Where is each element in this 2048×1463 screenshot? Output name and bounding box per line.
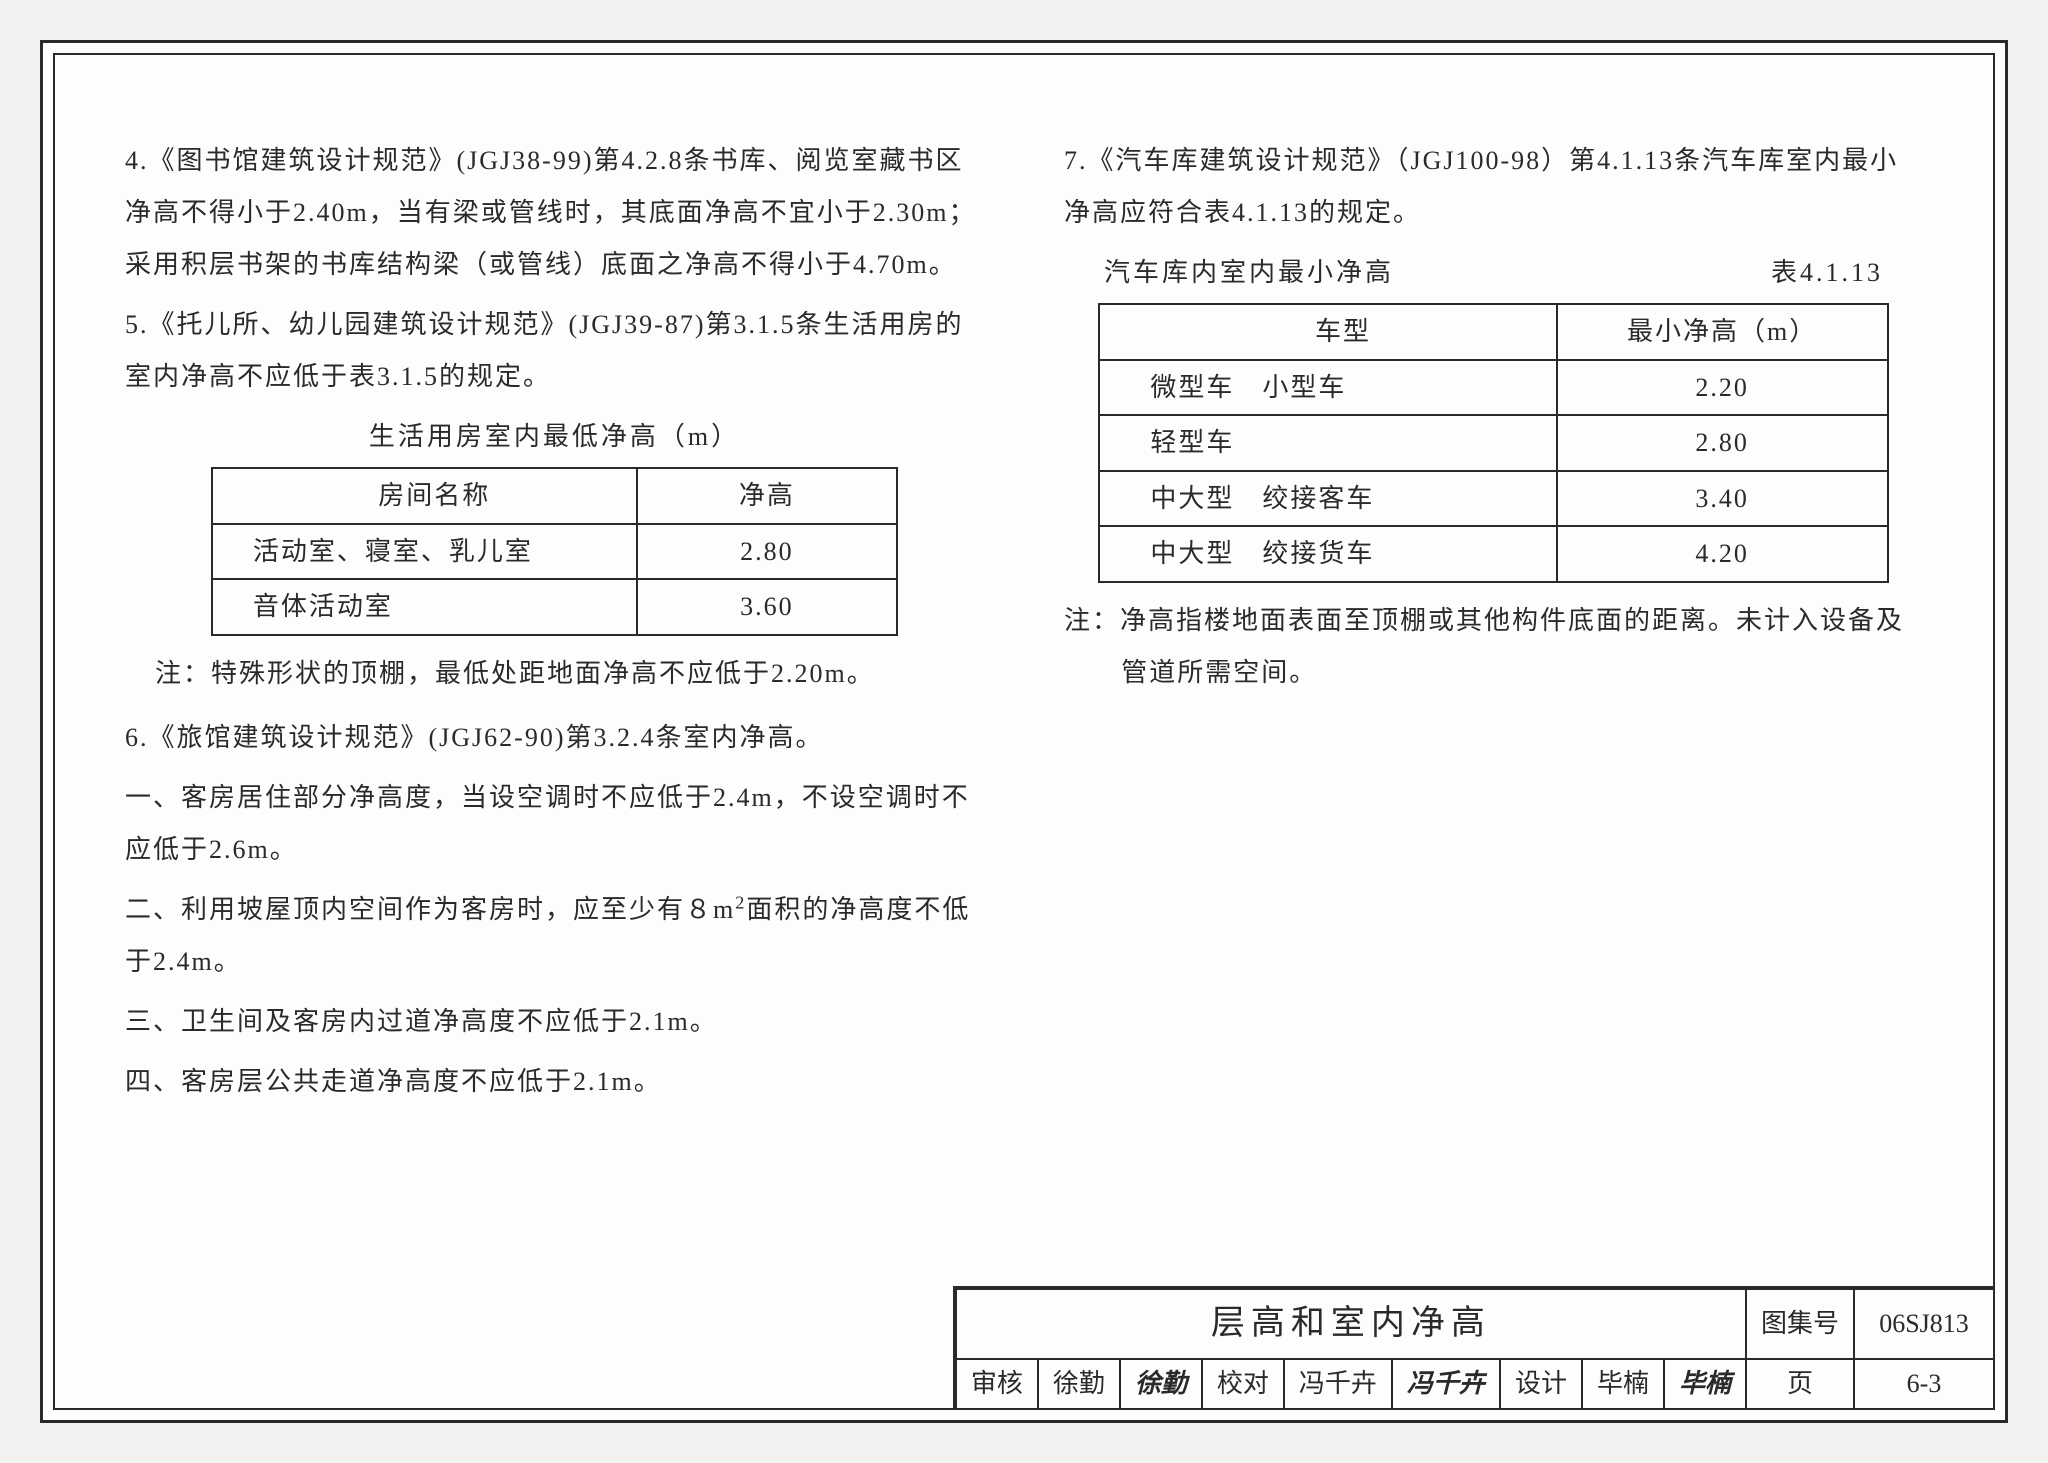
table-row: 层高和室内净高 图集号 06SJ813 xyxy=(956,1289,1994,1359)
table2-cell-h: 4.20 xyxy=(1557,526,1888,582)
table2-cell-type: 中大型 绞接客车 xyxy=(1099,471,1556,527)
table1-title: 生活用房室内最低净高（m） xyxy=(125,411,984,463)
jiaodui-label: 校对 xyxy=(1202,1359,1284,1409)
table-row: 房间名称 净高 xyxy=(212,468,897,524)
outer-frame: 4.《图书馆建筑设计规范》(JGJ38-99)第4.2.8条书库、阅览室藏书区净… xyxy=(40,40,2008,1423)
table2-note: 注：净高指楼地面表面至顶棚或其他构件底面的距离。未计入设备及管道所需空间。 xyxy=(1064,595,1923,699)
shenhe-name: 徐勤 xyxy=(1038,1359,1120,1409)
sheji-label: 设计 xyxy=(1500,1359,1582,1409)
table-row: 车型 最小净高（m） xyxy=(1099,304,1887,360)
sheji-signature: 毕楠 xyxy=(1664,1359,1746,1409)
table2-cell-h: 3.40 xyxy=(1557,471,1888,527)
table2-title-row: 汽车库内室内最小净高 表4.1.13 xyxy=(1104,247,1883,299)
sheji-name: 毕楠 xyxy=(1582,1359,1664,1409)
table-row: 中大型 绞接客车 3.40 xyxy=(1099,471,1887,527)
tujihao-label: 图集号 xyxy=(1746,1289,1854,1359)
table2-head-h: 最小净高（m） xyxy=(1557,304,1888,360)
page-label: 页 xyxy=(1746,1359,1854,1409)
table1-cell-h: 2.80 xyxy=(637,524,897,580)
page-number: 6-3 xyxy=(1854,1359,1994,1409)
right-column: 7.《汽车库建筑设计规范》（JGJ100-98）第4.1.13条汽车库室内最小净… xyxy=(1064,135,1923,1288)
jiaodui-signature: 冯千卉 xyxy=(1392,1359,1500,1409)
table2-cell-type: 轻型车 xyxy=(1099,415,1556,471)
table1-note: 注：特殊形状的顶棚，最低处距地面净高不应低于2.20m。 xyxy=(155,648,984,700)
table2-cell-type: 微型车 小型车 xyxy=(1099,360,1556,416)
table1-cell-name: 活动室、寝室、乳儿室 xyxy=(212,524,637,580)
table-living-room-height: 房间名称 净高 活动室、寝室、乳儿室 2.80 音体活动室 3.60 xyxy=(211,467,898,636)
table-row: 活动室、寝室、乳儿室 2.80 xyxy=(212,524,897,580)
table1-cell-h: 3.60 xyxy=(637,579,897,635)
left-column: 4.《图书馆建筑设计规范》(JGJ38-99)第4.2.8条书库、阅览室藏书区净… xyxy=(125,135,984,1288)
jiaodui-name: 冯千卉 xyxy=(1284,1359,1392,1409)
para-6: 6.《旅馆建筑设计规范》(JGJ62-90)第3.2.4条室内净高。 xyxy=(125,712,984,764)
para-6-4: 四、客房层公共走道净高度不应低于2.1m。 xyxy=(125,1056,984,1108)
titleblock-table: 层高和室内净高 图集号 06SJ813 审核 徐勤 徐勤 校对 冯千卉 冯千卉 … xyxy=(955,1288,1995,1410)
table2-cell-h: 2.80 xyxy=(1557,415,1888,471)
table-row: 审核 徐勤 徐勤 校对 冯千卉 冯千卉 设计 毕楠 毕楠 页 6-3 xyxy=(956,1359,1994,1409)
content-columns: 4.《图书馆建筑设计规范》(JGJ38-99)第4.2.8条书库、阅览室藏书区净… xyxy=(125,135,1923,1288)
table2-cell-type: 中大型 绞接货车 xyxy=(1099,526,1556,582)
table2-cell-h: 2.20 xyxy=(1557,360,1888,416)
table-row: 中大型 绞接货车 4.20 xyxy=(1099,526,1887,582)
title-block: 层高和室内净高 图集号 06SJ813 审核 徐勤 徐勤 校对 冯千卉 冯千卉 … xyxy=(953,1286,1995,1410)
table2-title-right: 表4.1.13 xyxy=(1771,247,1883,299)
table2-head-type: 车型 xyxy=(1099,304,1556,360)
para-4: 4.《图书馆建筑设计规范》(JGJ38-99)第4.2.8条书库、阅览室藏书区净… xyxy=(125,135,984,291)
para-7: 7.《汽车库建筑设计规范》（JGJ100-98）第4.1.13条汽车库室内最小净… xyxy=(1064,135,1923,239)
shenhe-signature: 徐勤 xyxy=(1120,1359,1202,1409)
drawing-title: 层高和室内净高 xyxy=(956,1289,1746,1359)
para-6-2-a: 二、利用坡屋顶内空间作为客房时，应至少有８m xyxy=(125,895,735,924)
table-garage-height: 车型 最小净高（m） 微型车 小型车 2.20 轻型车 2.80 中大型 绞接客… xyxy=(1098,303,1888,583)
para-6-2: 二、利用坡屋顶内空间作为客房时，应至少有８m2面积的净高度不低于2.4m。 xyxy=(125,884,984,988)
table1-head-name: 房间名称 xyxy=(212,468,637,524)
tujihao-value: 06SJ813 xyxy=(1854,1289,1994,1359)
table1-head-h: 净高 xyxy=(637,468,897,524)
table2-title-left: 汽车库内室内最小净高 xyxy=(1104,247,1394,299)
table1-cell-name: 音体活动室 xyxy=(212,579,637,635)
para-5: 5.《托儿所、幼儿园建筑设计规范》(JGJ39-87)第3.1.5条生活用房的室… xyxy=(125,299,984,403)
table-row: 轻型车 2.80 xyxy=(1099,415,1887,471)
sup-2: 2 xyxy=(735,892,746,912)
inner-frame: 4.《图书馆建筑设计规范》(JGJ38-99)第4.2.8条书库、阅览室藏书区净… xyxy=(53,53,1995,1410)
table-row: 微型车 小型车 2.20 xyxy=(1099,360,1887,416)
para-6-3: 三、卫生间及客房内过道净高度不应低于2.1m。 xyxy=(125,996,984,1048)
para-6-1: 一、客房居住部分净高度，当设空调时不应低于2.4m，不设空调时不应低于2.6m。 xyxy=(125,772,984,876)
table-row: 音体活动室 3.60 xyxy=(212,579,897,635)
shenhe-label: 审核 xyxy=(956,1359,1038,1409)
